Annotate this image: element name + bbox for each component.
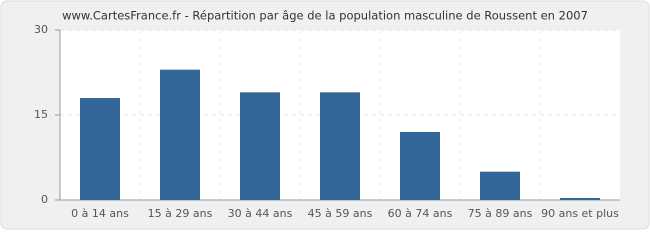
chart-title: www.CartesFrance.fr - Répartition par âg…	[62, 9, 588, 23]
bar	[400, 132, 440, 200]
x-tick-label: 45 à 59 ans	[308, 207, 373, 220]
x-tick-label: 60 à 74 ans	[388, 207, 453, 220]
x-tick-label: 75 à 89 ans	[468, 207, 533, 220]
x-tick-label: 15 à 29 ans	[148, 207, 213, 220]
chart: www.CartesFrance.fr - Répartition par âg…	[0, 0, 650, 230]
page: {"chart_data": {"type": "bar", "title": …	[0, 0, 650, 230]
bar	[480, 171, 520, 200]
y-tick-label: 0	[41, 193, 48, 206]
x-tick-label: 30 à 44 ans	[228, 207, 293, 220]
x-tick-label: 90 ans et plus	[541, 207, 619, 220]
bar	[240, 92, 280, 200]
x-tick-label: 0 à 14 ans	[71, 207, 129, 220]
bar	[160, 69, 200, 201]
bar	[320, 92, 360, 200]
bar	[80, 98, 120, 200]
y-tick-label: 15	[34, 108, 48, 121]
y-tick-label: 30	[34, 23, 48, 36]
bar	[560, 198, 600, 200]
